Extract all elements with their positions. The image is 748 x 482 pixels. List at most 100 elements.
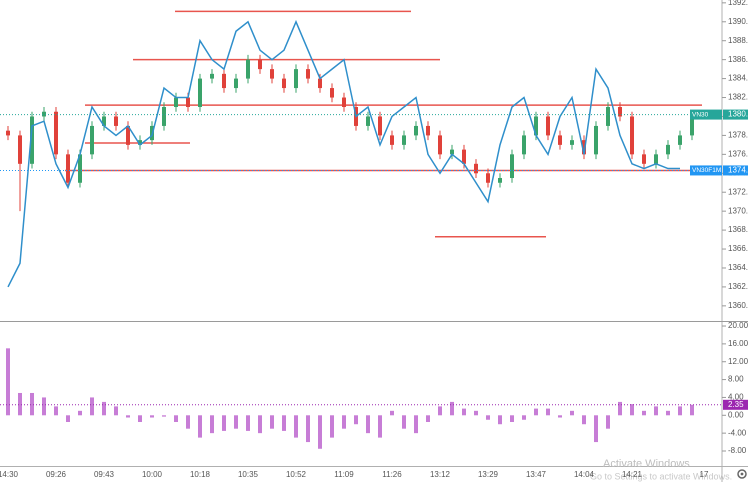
candle-body <box>642 154 646 164</box>
settings-icon[interactable] <box>737 469 747 479</box>
x-tick-label: 13:29 <box>478 470 499 479</box>
histogram-bar <box>234 415 238 429</box>
x-tick-label: 14:21 <box>622 470 643 479</box>
histogram-bar <box>246 415 250 431</box>
candle-body <box>174 97 178 107</box>
watermark-subtitle: Go to Settings to activate Windows. <box>590 471 732 481</box>
candle-body <box>234 78 238 89</box>
candle-body <box>474 163 478 174</box>
candle-body <box>114 116 118 126</box>
price-tag <box>723 165 748 176</box>
histogram-bar <box>114 406 118 416</box>
y-tick-label: 8.00 <box>728 375 744 384</box>
price-tag <box>723 109 748 120</box>
histogram-bar <box>642 410 646 416</box>
histogram-bar <box>438 406 442 416</box>
candle-body <box>486 173 490 183</box>
y-tick-label: 4.00 <box>728 393 744 402</box>
histogram-bar <box>498 415 502 425</box>
histogram-bar <box>558 415 562 418</box>
histogram-bar <box>486 415 490 420</box>
candle-body <box>402 135 406 145</box>
histogram-bar <box>606 415 610 429</box>
candle-body <box>426 125 430 136</box>
x-tick-label: 10:18 <box>190 470 211 479</box>
y-tick-label: 1384.00 <box>728 74 748 83</box>
x-tick-label: 09:43 <box>94 470 115 479</box>
candle-body <box>126 125 130 145</box>
histogram-bar <box>42 397 46 416</box>
candle-body <box>618 107 622 117</box>
histogram-bar <box>294 415 298 438</box>
series-tag-name: VN30 <box>692 111 709 118</box>
candle-body <box>678 135 682 145</box>
histogram-bar <box>402 415 406 429</box>
x-tick-label: 10:52 <box>286 470 307 479</box>
x-tick-label: 13:47 <box>526 470 547 479</box>
series-tag <box>690 165 722 176</box>
candle-body <box>198 78 202 107</box>
histogram-bar <box>66 415 70 422</box>
candle-body <box>378 116 382 136</box>
histogram-bar <box>342 415 346 429</box>
candle-body <box>462 149 466 164</box>
histogram-bar <box>186 415 190 429</box>
candle-body <box>666 144 670 155</box>
candle-body <box>546 116 550 136</box>
candle-body <box>330 88 334 98</box>
y-tick-label: 20.00 <box>728 321 748 330</box>
histogram-bar <box>678 406 682 416</box>
y-tick-label: 1382.00 <box>728 93 748 102</box>
candle-body <box>558 135 562 145</box>
candle-body <box>318 78 322 89</box>
candle-body <box>306 69 310 79</box>
y-tick-label: -8.00 <box>728 446 747 455</box>
y-tick-label: 1370.00 <box>728 206 748 215</box>
series-line <box>7 19 680 288</box>
price-tag-label: 2.35 <box>728 400 744 409</box>
histogram-bar <box>414 415 418 434</box>
histogram-bar <box>690 404 694 416</box>
y-tick-label: 0.00 <box>728 410 744 419</box>
histogram-bar <box>222 415 226 431</box>
y-tick-label: 1376.00 <box>728 149 748 158</box>
y-tick-label: 1378.00 <box>728 131 748 140</box>
candle-body <box>510 154 514 179</box>
histogram-bar <box>534 408 538 416</box>
candle-body <box>390 135 394 145</box>
histogram-bar <box>378 415 382 438</box>
candle-body <box>54 111 58 155</box>
histogram-bar <box>78 410 82 416</box>
candle-body <box>654 154 658 164</box>
series-tag <box>690 109 722 120</box>
candle-body <box>522 135 526 155</box>
histogram-bar <box>426 415 430 422</box>
histogram-bar <box>474 410 478 416</box>
histogram-bar <box>510 415 514 422</box>
y-tick-label: 1368.00 <box>728 225 748 234</box>
candle-body <box>438 135 442 155</box>
y-tick-label: 1390.00 <box>728 17 748 26</box>
histogram-bar <box>18 392 22 416</box>
candle-body <box>594 125 598 155</box>
histogram-bar <box>366 415 370 434</box>
series-tag-name: VN30F1M <box>692 167 721 174</box>
histogram-bar <box>390 410 394 416</box>
candle-body <box>498 178 502 183</box>
x-tick-label: 14:30 <box>0 470 19 479</box>
candle-body <box>66 154 70 183</box>
watermark-title: Activate Windows <box>603 458 690 470</box>
histogram-bar <box>522 415 526 420</box>
histogram-bar <box>90 397 94 416</box>
x-tick-label: 10:35 <box>238 470 259 479</box>
price-tag <box>723 399 748 410</box>
candle-body <box>582 140 586 155</box>
candle-body <box>606 107 610 126</box>
histogram-bar <box>198 415 202 438</box>
candle-body <box>18 135 22 164</box>
candle-body <box>102 116 106 126</box>
x-tick-label: 11:26 <box>382 470 402 479</box>
y-tick-label: 1386.00 <box>728 55 748 64</box>
histogram-bar <box>462 408 466 416</box>
